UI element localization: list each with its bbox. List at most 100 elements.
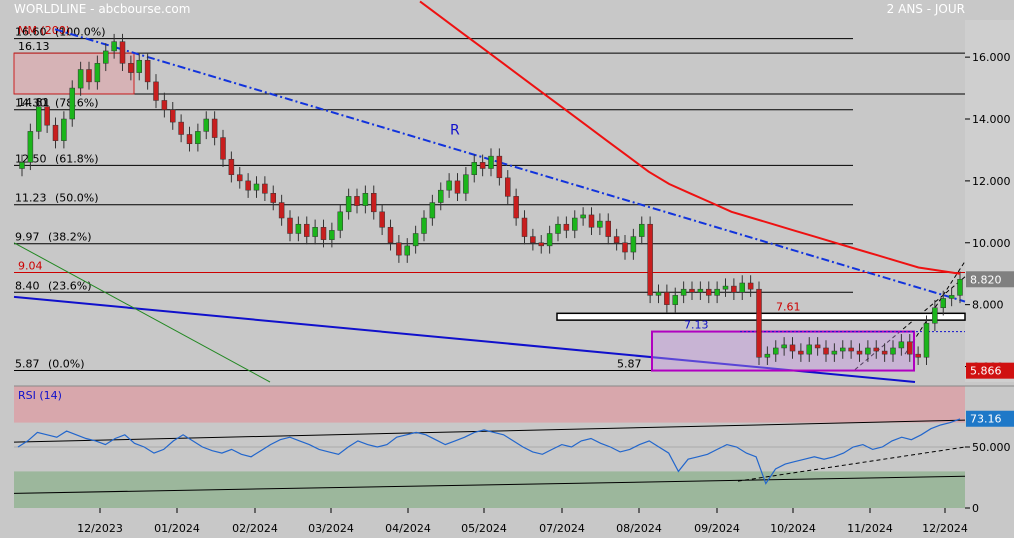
level-label: 16.13 bbox=[18, 40, 50, 53]
last-price-badge bbox=[966, 271, 1014, 288]
candle-body bbox=[270, 193, 276, 203]
candle-body bbox=[312, 227, 318, 237]
fib-pct-label: (100.0%) bbox=[55, 26, 106, 39]
candle-body bbox=[278, 202, 285, 219]
candle-body bbox=[144, 59, 151, 83]
rsi-lower-trendline bbox=[13, 475, 966, 494]
candle-body bbox=[714, 288, 720, 296]
green-trendline bbox=[13, 242, 271, 383]
candle-body bbox=[119, 41, 126, 64]
candle-body bbox=[555, 223, 561, 234]
candle-body bbox=[664, 292, 670, 305]
candle-body bbox=[245, 180, 251, 191]
candle-body bbox=[128, 63, 134, 73]
month-label: 01/2024 bbox=[154, 522, 200, 535]
fib-pct-label: (61.8%) bbox=[55, 152, 99, 165]
x-axis: 12/2023 01/2024 02/2024 03/2024 04/2024 05/20… bbox=[77, 508, 968, 535]
candle-body bbox=[739, 282, 745, 293]
y-tick-label: 12.000 bbox=[972, 175, 1011, 188]
resistance-label: R bbox=[450, 122, 460, 138]
candle-body bbox=[605, 220, 611, 237]
candle-body bbox=[731, 285, 737, 293]
candle-body bbox=[597, 220, 603, 228]
rsi-overbought-zone bbox=[14, 386, 965, 423]
candle-body bbox=[153, 81, 159, 101]
candle-body bbox=[111, 41, 117, 52]
month-label: 07/2024 bbox=[539, 522, 585, 535]
candle-body bbox=[186, 134, 193, 145]
candle-body bbox=[429, 202, 436, 219]
candle-body bbox=[505, 177, 511, 197]
candle-body bbox=[823, 347, 829, 355]
fib-value-label: 8.40 bbox=[15, 279, 40, 292]
candle-body bbox=[957, 279, 963, 296]
month-label: 12/2023 bbox=[77, 522, 123, 535]
month-label: 04/2024 bbox=[385, 522, 431, 535]
candle-body bbox=[44, 106, 50, 126]
last-price-label: 8.820 bbox=[970, 273, 1002, 286]
candle-body bbox=[421, 217, 427, 234]
month-label: 09/2024 bbox=[694, 522, 740, 535]
month-label: 12/2024 bbox=[922, 522, 968, 535]
candle-body bbox=[438, 189, 444, 203]
candle-body bbox=[103, 50, 109, 64]
low-price-badge bbox=[966, 362, 1014, 379]
fib-value-label: 11.23 bbox=[15, 192, 47, 205]
rsi-tick-label: 50.000 bbox=[972, 441, 1011, 454]
candle-body bbox=[253, 183, 260, 191]
candle-body bbox=[496, 155, 503, 179]
y-tick-label: 10.000 bbox=[972, 237, 1011, 250]
candle-body bbox=[295, 223, 302, 234]
level-761-label: 7.61 bbox=[776, 301, 801, 314]
candle-body bbox=[789, 344, 796, 352]
candle-body bbox=[61, 118, 67, 141]
candle-body bbox=[479, 162, 486, 169]
fib-value-label: 16.60 bbox=[15, 26, 47, 39]
candle-body bbox=[655, 292, 662, 296]
fib-pct-label: (38.2%) bbox=[48, 231, 92, 244]
candle-body bbox=[563, 223, 570, 231]
y-tick-label: 16.000 bbox=[972, 51, 1011, 64]
month-label: 05/2024 bbox=[461, 522, 507, 535]
fib-value-label: 5.87 bbox=[15, 358, 40, 371]
level-713-label: 7.13 bbox=[684, 319, 709, 332]
candle-body bbox=[412, 233, 419, 247]
candle-body bbox=[647, 223, 653, 296]
candle-body bbox=[948, 295, 955, 299]
candle-body bbox=[237, 174, 243, 182]
ma-legend: MM (200) bbox=[18, 24, 70, 37]
candle-body bbox=[262, 183, 268, 194]
candle-body bbox=[747, 282, 754, 290]
candle-body bbox=[521, 217, 528, 237]
candle-body bbox=[220, 137, 226, 160]
candle-body bbox=[756, 288, 762, 358]
fib-pct-label: (50.0%) bbox=[55, 192, 99, 205]
candle-body bbox=[228, 158, 235, 175]
y-tick-label: 14.000 bbox=[972, 113, 1011, 126]
candle-body bbox=[672, 295, 678, 305]
candle-body bbox=[530, 236, 536, 244]
candle-body bbox=[379, 211, 385, 228]
candle-body bbox=[773, 347, 779, 355]
candle-body bbox=[881, 350, 888, 355]
candle-body bbox=[588, 214, 595, 228]
candle-body bbox=[814, 344, 821, 349]
candle-body bbox=[488, 155, 494, 169]
candle-body bbox=[387, 227, 394, 244]
candle-body bbox=[36, 106, 42, 132]
candle-body bbox=[806, 344, 812, 355]
candle-body bbox=[940, 298, 946, 308]
candle-body bbox=[932, 307, 938, 324]
candle-body bbox=[203, 118, 209, 132]
candle-body bbox=[178, 121, 184, 135]
candle-body bbox=[538, 242, 544, 247]
candle-body bbox=[639, 223, 645, 237]
rsi-line bbox=[17, 418, 961, 485]
candle-body bbox=[513, 196, 519, 219]
candle-body bbox=[471, 162, 477, 175]
month-label: 11/2024 bbox=[847, 522, 893, 535]
candle-body bbox=[915, 353, 921, 358]
candle-body bbox=[396, 242, 402, 256]
month-label: 02/2024 bbox=[232, 522, 278, 535]
